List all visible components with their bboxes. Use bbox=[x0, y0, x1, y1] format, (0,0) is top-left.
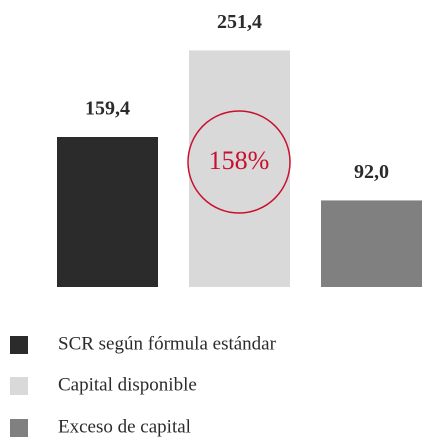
bar bbox=[57, 137, 158, 287]
value-label: 92,0 bbox=[354, 161, 389, 183]
bar bbox=[321, 200, 422, 287]
annotation: 158% bbox=[209, 146, 270, 175]
ratio-circle bbox=[187, 110, 291, 214]
legend-swatch bbox=[10, 419, 28, 437]
value-label: 251,4 bbox=[217, 11, 262, 33]
value-label: 159,4 bbox=[85, 98, 130, 120]
legend-label: Capital disponible bbox=[58, 374, 197, 395]
bar bbox=[189, 50, 290, 287]
legend-swatch bbox=[10, 336, 28, 354]
legend-swatch bbox=[10, 377, 28, 395]
legend-label: Exceso de capital bbox=[58, 416, 191, 437]
legend-label: SCR según fórmula estándar bbox=[58, 333, 277, 354]
